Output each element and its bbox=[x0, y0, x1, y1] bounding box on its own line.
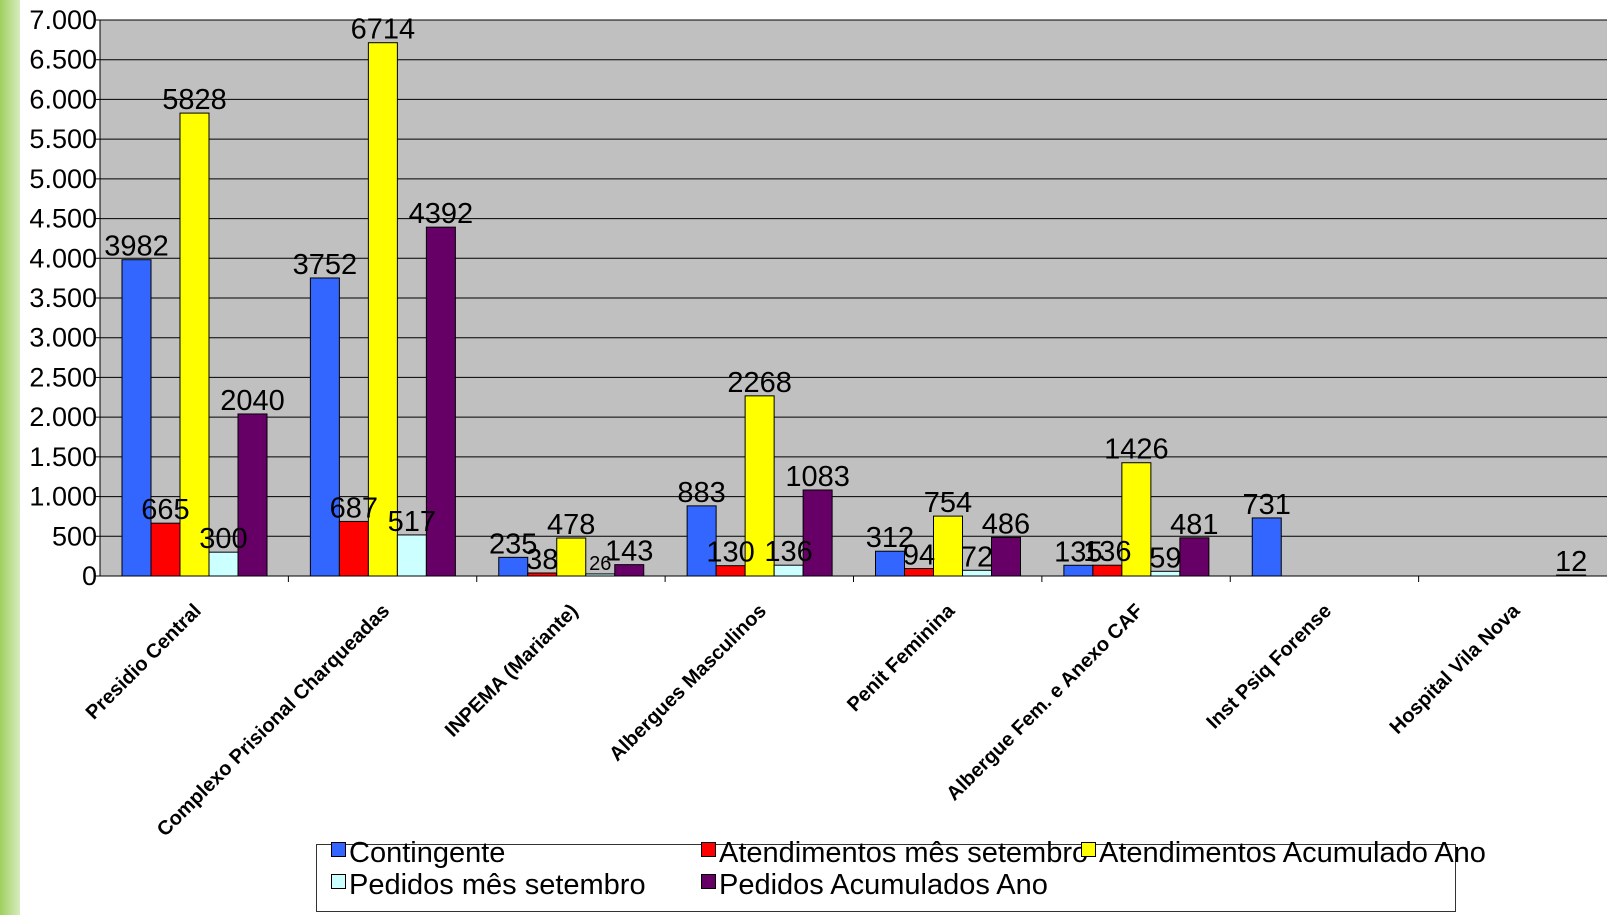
data-label: 478 bbox=[547, 509, 595, 541]
bar-pedidos-acumulados-ano-penit-feminina bbox=[991, 536, 1021, 577]
bar-pedidos-mes-setembro-complexo-prisional-charqueadas bbox=[396, 534, 427, 577]
data-label: 300 bbox=[199, 523, 247, 555]
data-label: 1426 bbox=[1104, 434, 1169, 466]
data-label: 12 bbox=[1555, 546, 1587, 578]
y-tick-label: 5.000 bbox=[29, 164, 97, 194]
bar-pedidos-mes-setembro-presidio-central bbox=[208, 551, 239, 577]
data-label: 665 bbox=[141, 494, 189, 526]
y-tick-label: 6.000 bbox=[29, 84, 97, 114]
data-label: 6714 bbox=[351, 14, 416, 46]
legend-item-pedidos-acumulados: Pedidos Acumulados Ano bbox=[701, 870, 1048, 900]
bar-contingente-inpema-mariante bbox=[498, 556, 529, 577]
legend-swatch-atendimentos-mes bbox=[701, 842, 716, 857]
y-tick-label: 3.500 bbox=[29, 283, 97, 313]
data-label: 130 bbox=[706, 537, 754, 569]
data-label: 481 bbox=[1170, 509, 1218, 541]
data-label: 143 bbox=[605, 536, 653, 568]
x-category-label: Hospital Vila Nova bbox=[1386, 599, 1525, 738]
legend-swatch-pedidos-acumulados bbox=[701, 874, 716, 889]
legend-item-atendimentos-mes: Atendimentos mês setembro bbox=[701, 838, 1088, 868]
data-label: 312 bbox=[866, 522, 914, 554]
y-tick-label: 5.500 bbox=[29, 124, 97, 154]
x-category-label: Albergues Masculinos bbox=[605, 600, 771, 766]
y-tick-label: 6.500 bbox=[29, 45, 97, 75]
legend-item-atendimentos-acumulado: Atendimentos Acumulado Ano bbox=[1081, 838, 1486, 868]
data-label: 136 bbox=[764, 536, 812, 568]
data-label: 883 bbox=[677, 477, 725, 509]
x-category-label: Inst Psiq Forense bbox=[1203, 600, 1336, 733]
data-label: 5828 bbox=[162, 84, 227, 116]
legend-item-pedidos-mes: Pedidos mês setembro bbox=[331, 870, 646, 900]
data-label: 486 bbox=[982, 508, 1030, 540]
data-label: 136 bbox=[1083, 536, 1131, 568]
y-tick-label: 500 bbox=[52, 521, 97, 551]
legend-label-pedidos-acumulados: Pedidos Acumulados Ano bbox=[719, 869, 1048, 901]
bar-atendimentos-acumulado-ano-albergue-fem-e-anexo-caf bbox=[1121, 462, 1152, 577]
bar-pedidos-acumulados-ano-inpema-mariante bbox=[614, 564, 645, 577]
y-tick-label: 4.500 bbox=[29, 204, 97, 234]
x-category-label: Albergue Fem. e Anexo CAF bbox=[942, 600, 1147, 805]
y-tick-label: 0 bbox=[82, 561, 97, 591]
bar-contingente-presidio-central bbox=[121, 259, 152, 577]
bar-contingente-albergues-masculinos bbox=[686, 505, 717, 577]
bar-atendimentos-mes-setembro-presidio-central bbox=[150, 522, 181, 577]
data-label: 754 bbox=[924, 487, 972, 519]
bar-contingente-complexo-prisional-charqueadas bbox=[309, 277, 340, 577]
y-tick-label: 2.000 bbox=[29, 402, 97, 432]
bar-atendimentos-mes-setembro-complexo-prisional-charqueadas bbox=[338, 520, 369, 577]
y-tick-label: 4.000 bbox=[29, 243, 97, 273]
bar-pedidos-acumulados-ano-albergues-masculinos bbox=[802, 489, 833, 577]
x-category-label: Complexo Prisional Charqueadas bbox=[153, 600, 394, 841]
data-label: 2268 bbox=[727, 367, 792, 399]
data-label: 731 bbox=[1243, 489, 1291, 521]
legend-label-atendimentos-mes: Atendimentos mês setembro bbox=[719, 837, 1089, 869]
legend-item-contingente: Contingente bbox=[331, 838, 505, 868]
x-category-label: INPEMA (Mariante) bbox=[441, 600, 583, 742]
x-category-label: Presidio Central bbox=[82, 600, 206, 724]
data-label: 687 bbox=[330, 492, 378, 524]
legend-label-contingente: Contingente bbox=[349, 837, 506, 869]
legend-swatch-contingente bbox=[331, 842, 346, 857]
data-label: 235 bbox=[489, 528, 537, 560]
bar-atendimentos-acumulado-ano-penit-feminina bbox=[933, 515, 963, 577]
x-category-label: Penit Feminina bbox=[843, 599, 960, 716]
left-decorative-stripe bbox=[0, 0, 20, 915]
bar-atendimentos-acumulado-ano-presidio-central bbox=[179, 112, 210, 577]
bar-pedidos-acumulados-ano-presidio-central bbox=[237, 413, 268, 577]
data-label: 135 bbox=[1054, 536, 1102, 568]
y-tick-label: 3.000 bbox=[29, 323, 97, 353]
y-tick-label: 1.000 bbox=[29, 482, 97, 512]
data-label: 94 bbox=[903, 540, 935, 572]
legend-label-atendimentos-acumulado: Atendimentos Acumulado Ano bbox=[1099, 837, 1486, 869]
data-label: 4392 bbox=[409, 198, 474, 230]
data-label: 3752 bbox=[293, 249, 358, 281]
legend-swatch-pedidos-mes bbox=[331, 874, 346, 889]
bar-contingente-inst-psiq-forense bbox=[1251, 517, 1282, 577]
data-label: 3982 bbox=[104, 231, 169, 263]
bar-atendimentos-acumulado-ano-albergues-masculinos bbox=[744, 395, 775, 577]
data-label: 517 bbox=[388, 506, 436, 538]
legend-label-pedidos-mes: Pedidos mês setembro bbox=[349, 869, 646, 901]
bar-atendimentos-acumulado-ano-complexo-prisional-charqueadas bbox=[367, 42, 398, 577]
data-label: 26 bbox=[589, 553, 611, 575]
data-label: 72 bbox=[961, 541, 993, 573]
data-label: 1083 bbox=[785, 461, 850, 493]
bar-atendimentos-acumulado-ano-inpema-mariante bbox=[556, 537, 587, 577]
bar-pedidos-acumulados-ano-albergue-fem-e-anexo-caf bbox=[1179, 537, 1210, 577]
bar-pedidos-acumulados-ano-complexo-prisional-charqueadas bbox=[425, 226, 456, 577]
y-tick-label: 2.500 bbox=[29, 362, 97, 392]
data-label: 38 bbox=[526, 544, 558, 576]
bar-contingente-penit-feminina bbox=[875, 550, 905, 577]
data-label: 2040 bbox=[220, 385, 285, 417]
y-tick-label: 7.000 bbox=[29, 5, 97, 35]
legend-swatch-atendimentos-acumulado bbox=[1081, 842, 1096, 857]
bar-pedidos-acumulados-ano-hospital-vila-nova bbox=[1556, 574, 1587, 577]
y-tick-label: 1.500 bbox=[29, 442, 97, 472]
legend: Contingente Atendimentos mês setembro At… bbox=[316, 838, 1486, 912]
data-label: 59 bbox=[1149, 542, 1181, 574]
